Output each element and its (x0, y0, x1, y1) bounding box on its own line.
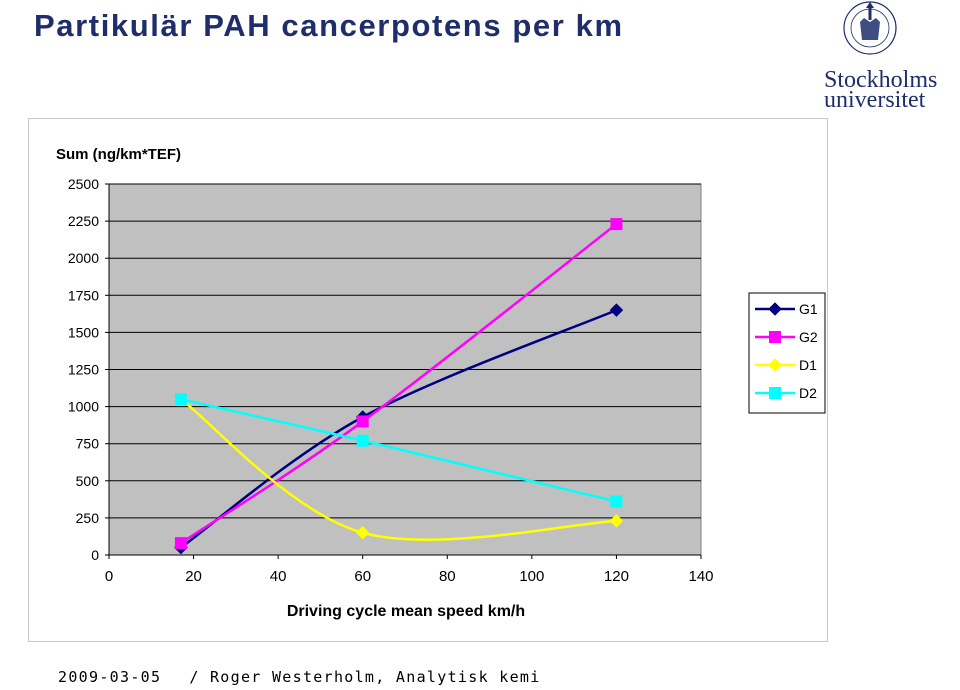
legend-marker-d1 (768, 358, 782, 372)
y-tick-label: 1500 (68, 324, 99, 340)
footer-date: 2009-03-05 (58, 668, 162, 686)
y-axis-title: Sum (ng/km*TEF) (56, 146, 181, 163)
x-tick-label: 120 (604, 568, 629, 585)
y-tick-label: 500 (76, 473, 100, 489)
y-tick-label: 1000 (68, 399, 99, 415)
legend-label-d1: D1 (799, 357, 817, 373)
y-tick-label: 1250 (68, 362, 99, 378)
legend-marker-g2 (769, 331, 781, 343)
line-chart: Sum (ng/km*TEF) Driving cycle mean speed… (56, 146, 826, 620)
data-point-d1 (355, 525, 370, 540)
data-point-g2 (610, 218, 623, 231)
logo-line-1: Stockholms (824, 67, 937, 93)
stockholm-university-logo: Stockholms universitet (824, 1, 937, 112)
y-tick-label: 2000 (68, 250, 99, 266)
y-tick-label: 750 (76, 436, 100, 452)
series-line-d2 (180, 397, 617, 503)
x-tick-label: 60 (354, 568, 371, 585)
data-point-g2 (356, 415, 369, 428)
data-point-d2 (174, 393, 187, 406)
x-tick-label: 40 (270, 568, 287, 585)
x-tick-label: 140 (688, 568, 713, 585)
footer-author: / Roger Westerholm, Analytisk kemi (189, 668, 541, 686)
x-tick-label: 20 (185, 568, 202, 585)
data-point-g2 (174, 537, 187, 550)
data-point-g1 (609, 303, 624, 317)
series-line-g2 (180, 223, 618, 545)
x-tick-label: 0 (105, 568, 113, 585)
y-tick-label: 1750 (68, 287, 99, 303)
x-axis-title: Driving cycle mean speed km/h (287, 603, 525, 620)
chart-panel: Sum (ng/km*TEF) Driving cycle mean speed… (28, 118, 828, 642)
data-point-d2 (356, 434, 369, 447)
x-tick-label: 80 (439, 568, 456, 585)
slide-title: Partikulär PAH cancerpotens per km (34, 8, 624, 43)
y-tick-label: 2500 (68, 176, 99, 192)
y-tick-label: 2250 (68, 213, 99, 229)
x-tick-label: 100 (519, 568, 544, 585)
legend-label-g1: G1 (799, 301, 818, 317)
y-tick-label: 0 (91, 547, 99, 563)
legend-label-g2: G2 (799, 329, 818, 345)
legend-label-d2: D2 (799, 385, 817, 401)
logo-line-2: universitet (824, 87, 926, 112)
data-point-d1 (609, 514, 624, 528)
y-tick-label: 250 (76, 510, 100, 526)
legend-marker-g1 (768, 302, 782, 316)
legend-marker-d2 (769, 387, 781, 399)
data-point-d2 (610, 495, 623, 508)
footer: 2009-03-05 / Roger Westerholm, Analytisk … (58, 668, 569, 686)
